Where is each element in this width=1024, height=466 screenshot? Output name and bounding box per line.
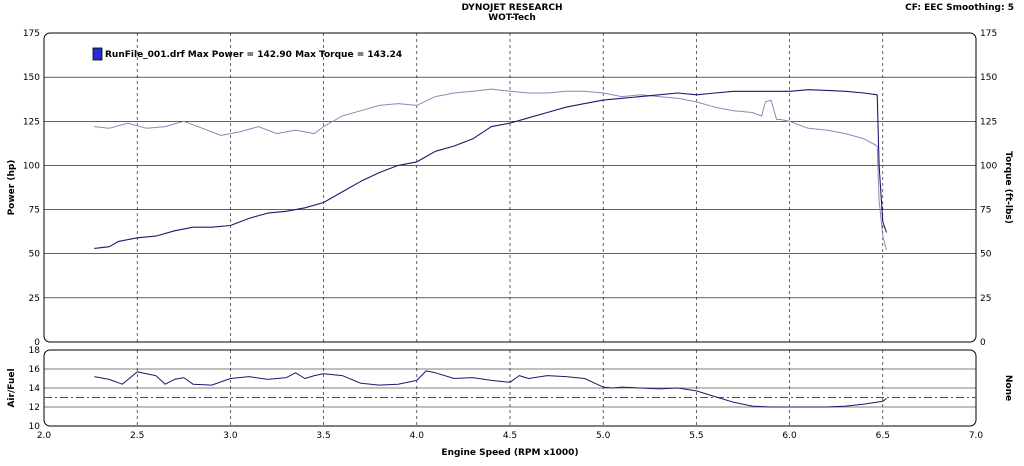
rpm-xtick-label: 4.5 xyxy=(503,431,517,441)
power-ytick-label: 150 xyxy=(23,73,40,83)
power-axis-label: Power (hp) xyxy=(7,160,17,216)
rpm-xtick-label: 7.0 xyxy=(969,431,984,441)
legend-label: RunFile_001.drf Max Power = 142.90 Max T… xyxy=(105,50,402,60)
power-ytick-label: 125 xyxy=(23,117,40,127)
rpm-xtick-label: 2.0 xyxy=(37,431,52,441)
airfuel-ytick-label: 12 xyxy=(29,403,40,413)
torque-ytick-label: 0 xyxy=(980,338,986,348)
rpm-xtick-label: 4.0 xyxy=(410,431,425,441)
power-panel-frame xyxy=(43,32,977,343)
torque-ytick-label: 125 xyxy=(980,117,997,127)
torque-ytick-label: 50 xyxy=(980,250,992,260)
power-ytick-label: 75 xyxy=(29,206,40,216)
legend-swatch xyxy=(92,47,103,61)
airfuel-ytick-label: 16 xyxy=(29,365,41,375)
chart-title: DYNOJET RESEARCH xyxy=(461,3,563,13)
airfuel-ytick-label: 14 xyxy=(29,384,41,394)
rpm-xtick-label: 6.0 xyxy=(782,431,797,441)
torque-ytick-label: 175 xyxy=(980,29,997,39)
airfuel-axis-label: Air/Fuel xyxy=(7,368,17,407)
torque-axis-label: Torque (ft-lbs) xyxy=(1003,151,1013,224)
airfuel-ytick-label: 18 xyxy=(29,346,41,356)
torque-ytick-label: 25 xyxy=(980,294,991,304)
rpm-xtick-label: 3.0 xyxy=(223,431,238,441)
airfuel-ytick-label: 10 xyxy=(29,422,41,432)
rpm-axis-label: Engine Speed (RPM x1000) xyxy=(441,448,578,458)
airfuel-right-axis-label: None xyxy=(1003,375,1013,401)
torque-ytick-label: 100 xyxy=(980,161,997,171)
airfuel-curve xyxy=(94,370,887,408)
power-curve xyxy=(94,89,888,249)
rpm-xtick-label: 5.5 xyxy=(689,431,703,441)
power-ytick-label: 175 xyxy=(23,29,40,39)
power-ytick-label: 100 xyxy=(23,161,40,171)
torque-curve xyxy=(94,88,887,251)
power-ytick-label: 25 xyxy=(29,294,40,304)
chart-subtitle: WOT-Tech xyxy=(488,13,536,23)
rpm-xtick-label: 3.5 xyxy=(316,431,330,441)
correction-info: CF: EEC Smoothing: 5 xyxy=(905,3,1014,13)
rpm-xtick-label: 6.5 xyxy=(876,431,890,441)
rpm-xtick-label: 2.5 xyxy=(130,431,144,441)
rpm-xtick-label: 5.0 xyxy=(596,431,611,441)
power-ytick-label: 50 xyxy=(29,250,41,260)
torque-ytick-label: 75 xyxy=(980,206,991,216)
torque-ytick-label: 150 xyxy=(980,73,997,83)
power-ytick-label: 0 xyxy=(34,338,40,348)
